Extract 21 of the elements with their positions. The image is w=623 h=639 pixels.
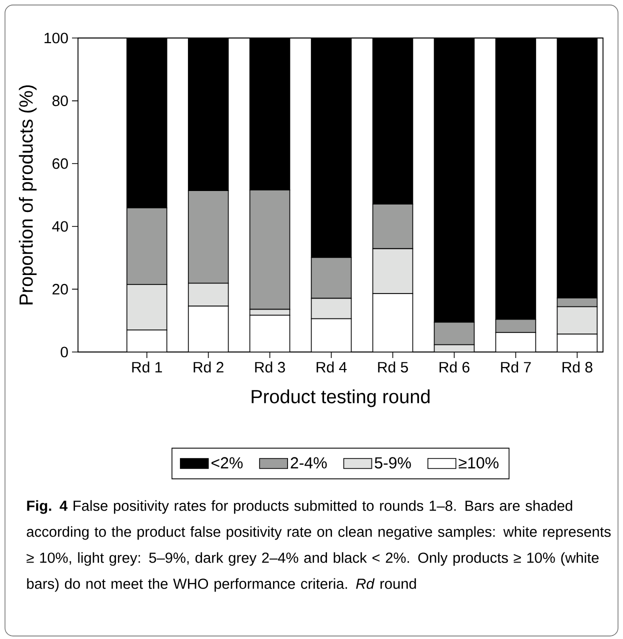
y-tick-label: 20 — [52, 284, 68, 294]
y-tick-label: 0 — [60, 346, 68, 358]
x-tick-label: Rd 2 — [194, 362, 224, 373]
y-axis-title: Proportion of products (%) — [18, 85, 37, 304]
legend-label: <2% — [212, 457, 243, 468]
legend-label: 5-9% — [374, 457, 411, 468]
x-tick-label: Rd 3 — [255, 362, 285, 373]
y-tick-label: 100 — [44, 32, 68, 44]
x-tick-label: Rd 7 — [501, 362, 531, 373]
y-tick-label: 60 — [52, 158, 68, 169]
y-tick-label: 80 — [52, 95, 68, 106]
x-tick-label: Rd 6 — [440, 362, 470, 373]
legend-label: 2-4% — [290, 457, 327, 468]
legend-label: ≥10% — [458, 457, 498, 468]
x-axis-title: Product testing round — [252, 389, 430, 408]
x-tick-label: Rd 1 — [132, 362, 162, 373]
text: Fig. 4 False positivity rates for products submitted to rounds 1–8. Bars are shaded according to the product false positivity rate on clean negative samples: white represents ≥ 10%, light grey: 5–9%, dark grey 2–4% and black < 2%. Only products ≥ 10% (white bars) do not meet the WHO performance criteria. Rd round — [26, 500, 611, 592]
x-tick-label: Rd 5 — [378, 362, 408, 373]
y-tick-label: 40 — [52, 221, 68, 232]
x-tick-label: Rd 8 — [562, 362, 592, 373]
x-tick-label: Rd 4 — [316, 362, 347, 373]
